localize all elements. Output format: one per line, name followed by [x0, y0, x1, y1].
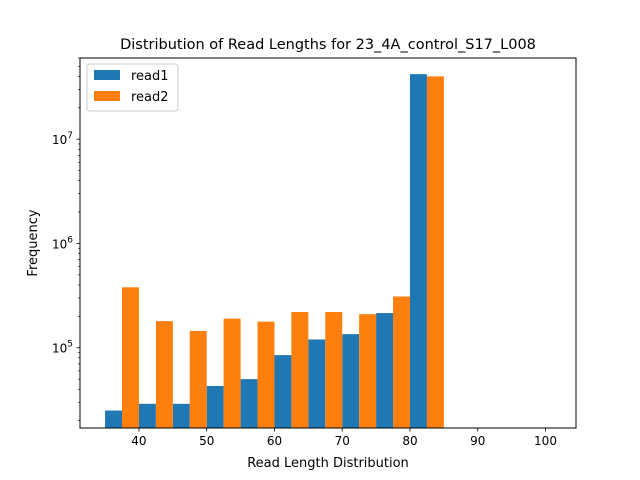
bar-read2-6 [325, 312, 343, 428]
x-tick-label: 40 [131, 434, 146, 448]
bar-read2-9 [426, 76, 444, 429]
bar-read2-5 [291, 312, 309, 428]
bar-read2-1 [155, 321, 173, 428]
legend-swatch-read1 [94, 70, 120, 80]
x-axis-label: Read Length Distribution [247, 456, 409, 471]
legend: read1 read2 [86, 63, 179, 112]
bar-read1-0 [105, 410, 123, 428]
plot-frame [79, 57, 577, 429]
bar-read2-3 [223, 318, 241, 428]
x-tick-label: 80 [402, 434, 417, 448]
x-tick-label: 50 [199, 434, 214, 448]
bar-read2-4 [257, 321, 275, 428]
x-tick-label: 70 [335, 434, 350, 448]
x-tick-label: 60 [267, 434, 282, 448]
bar-read1-4 [240, 379, 258, 428]
bar-read1-3 [206, 385, 224, 428]
bars-group [105, 74, 444, 429]
bar-read1-7 [342, 334, 360, 428]
bar-read2-8 [393, 296, 410, 428]
y-axis-label: Frequency [26, 209, 41, 276]
bar-read2-7 [359, 314, 377, 428]
x-tick-label: 90 [470, 434, 485, 448]
legend-label-read2: read2 [131, 90, 169, 105]
bar-read1-6 [308, 339, 326, 428]
bar-read1-9 [409, 74, 427, 429]
x-tick-label: 100 [534, 434, 557, 448]
bar-read1-2 [172, 403, 190, 428]
bar-read2-0 [122, 287, 139, 428]
bar-read1-1 [138, 403, 156, 428]
chart-title: Distribution of Read Lengths for 23_4A_c… [120, 37, 536, 53]
legend-label-read1: read1 [131, 69, 169, 84]
bar-read2-2 [189, 330, 207, 428]
legend-swatch-read2 [94, 91, 120, 101]
bar-read1-8 [376, 313, 394, 428]
bar-read1-5 [274, 355, 292, 428]
